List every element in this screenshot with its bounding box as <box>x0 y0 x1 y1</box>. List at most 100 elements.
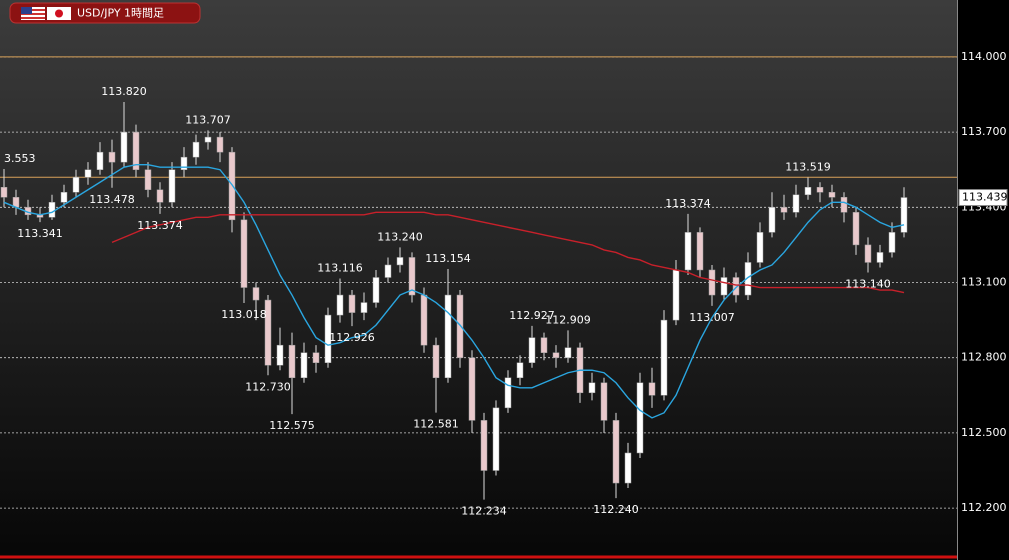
extreme-label: 112.581 <box>413 418 459 431</box>
candle-body <box>96 151 104 170</box>
candle-body <box>636 382 644 454</box>
candle-body <box>384 264 392 278</box>
plot-layer: 3.553 113.341 113.478 113.820 113.374 113.707… <box>0 56 957 518</box>
candle-body <box>468 357 476 421</box>
candle-body <box>444 294 452 379</box>
candle-body <box>684 232 692 271</box>
candle-body <box>900 197 908 233</box>
y-tick-label: 112.500 <box>961 426 1007 439</box>
candle-body <box>60 192 68 203</box>
extreme-label: 113.374 <box>137 219 183 232</box>
candle-body <box>252 287 260 301</box>
candle-body <box>372 277 380 303</box>
extreme-label: 112.575 <box>269 419 315 432</box>
candle-body <box>480 420 488 471</box>
candle-body <box>888 232 896 253</box>
candle-body <box>624 452 632 484</box>
us-flag-stripe <box>21 13 45 15</box>
candle-body <box>552 352 560 358</box>
candle-body <box>336 294 344 316</box>
candle-body <box>588 382 596 394</box>
extreme-label: 3.553 <box>4 152 36 165</box>
candle-body <box>456 294 464 358</box>
candle-body <box>612 420 620 484</box>
price-tag <box>958 189 1008 207</box>
candle-body <box>516 362 524 379</box>
candle-body <box>0 187 8 198</box>
extreme-label: 113.007 <box>689 311 735 324</box>
candle-body <box>168 169 176 203</box>
y-tick-label: 112.800 <box>961 351 1007 364</box>
candle-body <box>672 269 680 321</box>
extreme-label: 113.820 <box>101 85 147 98</box>
candle-body <box>276 344 284 366</box>
candle-body <box>780 207 788 213</box>
extreme-label: 112.909 <box>545 313 591 326</box>
candle-body <box>564 347 572 358</box>
candle-body <box>288 344 296 379</box>
us-flag-stripe <box>21 17 45 19</box>
candle-body <box>744 262 752 296</box>
extreme-label: 113.341 <box>17 227 63 240</box>
moving-average-line <box>111 211 905 294</box>
extreme-label: 113.018 <box>221 308 267 321</box>
candle-body <box>264 299 272 366</box>
candle-body <box>396 257 404 266</box>
candle-body <box>804 187 812 196</box>
candle-body <box>852 212 860 246</box>
candle-body <box>120 131 128 163</box>
extreme-label: 113.140 <box>845 277 891 290</box>
candle-body <box>72 176 80 193</box>
candle-body <box>696 232 704 271</box>
candle-body <box>720 277 728 296</box>
candle-body <box>180 156 188 170</box>
candle-body <box>432 344 440 379</box>
candle-body <box>420 294 428 346</box>
candle-body <box>408 257 416 296</box>
extreme-label: 113.374 <box>665 197 711 210</box>
candle-body <box>756 232 764 263</box>
extreme-label: 112.926 <box>329 331 375 344</box>
extreme-label: 112.240 <box>593 503 639 516</box>
extreme-label: 113.519 <box>785 160 831 173</box>
extreme-label: 113.116 <box>317 261 363 274</box>
candle-body <box>216 136 224 153</box>
candle-body <box>84 169 92 178</box>
header-badge: USD/JPY 1時間足 <box>9 2 201 24</box>
extreme-label: 112.234 <box>461 505 507 518</box>
candle-body <box>300 352 308 379</box>
candle-body <box>48 202 56 218</box>
candle-body <box>228 151 236 221</box>
candle-body <box>492 407 500 471</box>
price-tag-label: 113.439 <box>962 191 1008 204</box>
us-flag-canton <box>21 7 32 14</box>
candle-body <box>528 337 536 363</box>
candle-body <box>864 244 872 263</box>
candle-body <box>312 352 320 363</box>
candle-body <box>540 337 548 353</box>
candle-body <box>348 294 356 313</box>
candle-body <box>204 136 212 143</box>
candle-body <box>792 194 800 213</box>
candle-body <box>648 382 656 396</box>
extreme-label: 112.730 <box>245 380 291 393</box>
candle-body <box>840 197 848 213</box>
candle-body <box>660 319 668 396</box>
y-tick-label: 113.700 <box>961 125 1007 138</box>
extreme-label: 113.478 <box>89 193 135 206</box>
candle-body <box>240 219 248 288</box>
candle-body <box>816 187 824 193</box>
candle-body <box>732 277 740 296</box>
jp-flag-sun <box>55 9 63 18</box>
chart-title: USD/JPY 1時間足 <box>77 7 164 20</box>
y-tick-label: 114.000 <box>961 50 1007 63</box>
candle-body <box>876 252 884 263</box>
candle-body <box>360 302 368 313</box>
candle-body <box>108 151 116 163</box>
extreme-label: 112.927 <box>509 309 555 322</box>
candle-body <box>132 131 140 170</box>
candle-body <box>324 314 332 363</box>
candle-body <box>504 377 512 409</box>
axis-background <box>957 0 1009 560</box>
